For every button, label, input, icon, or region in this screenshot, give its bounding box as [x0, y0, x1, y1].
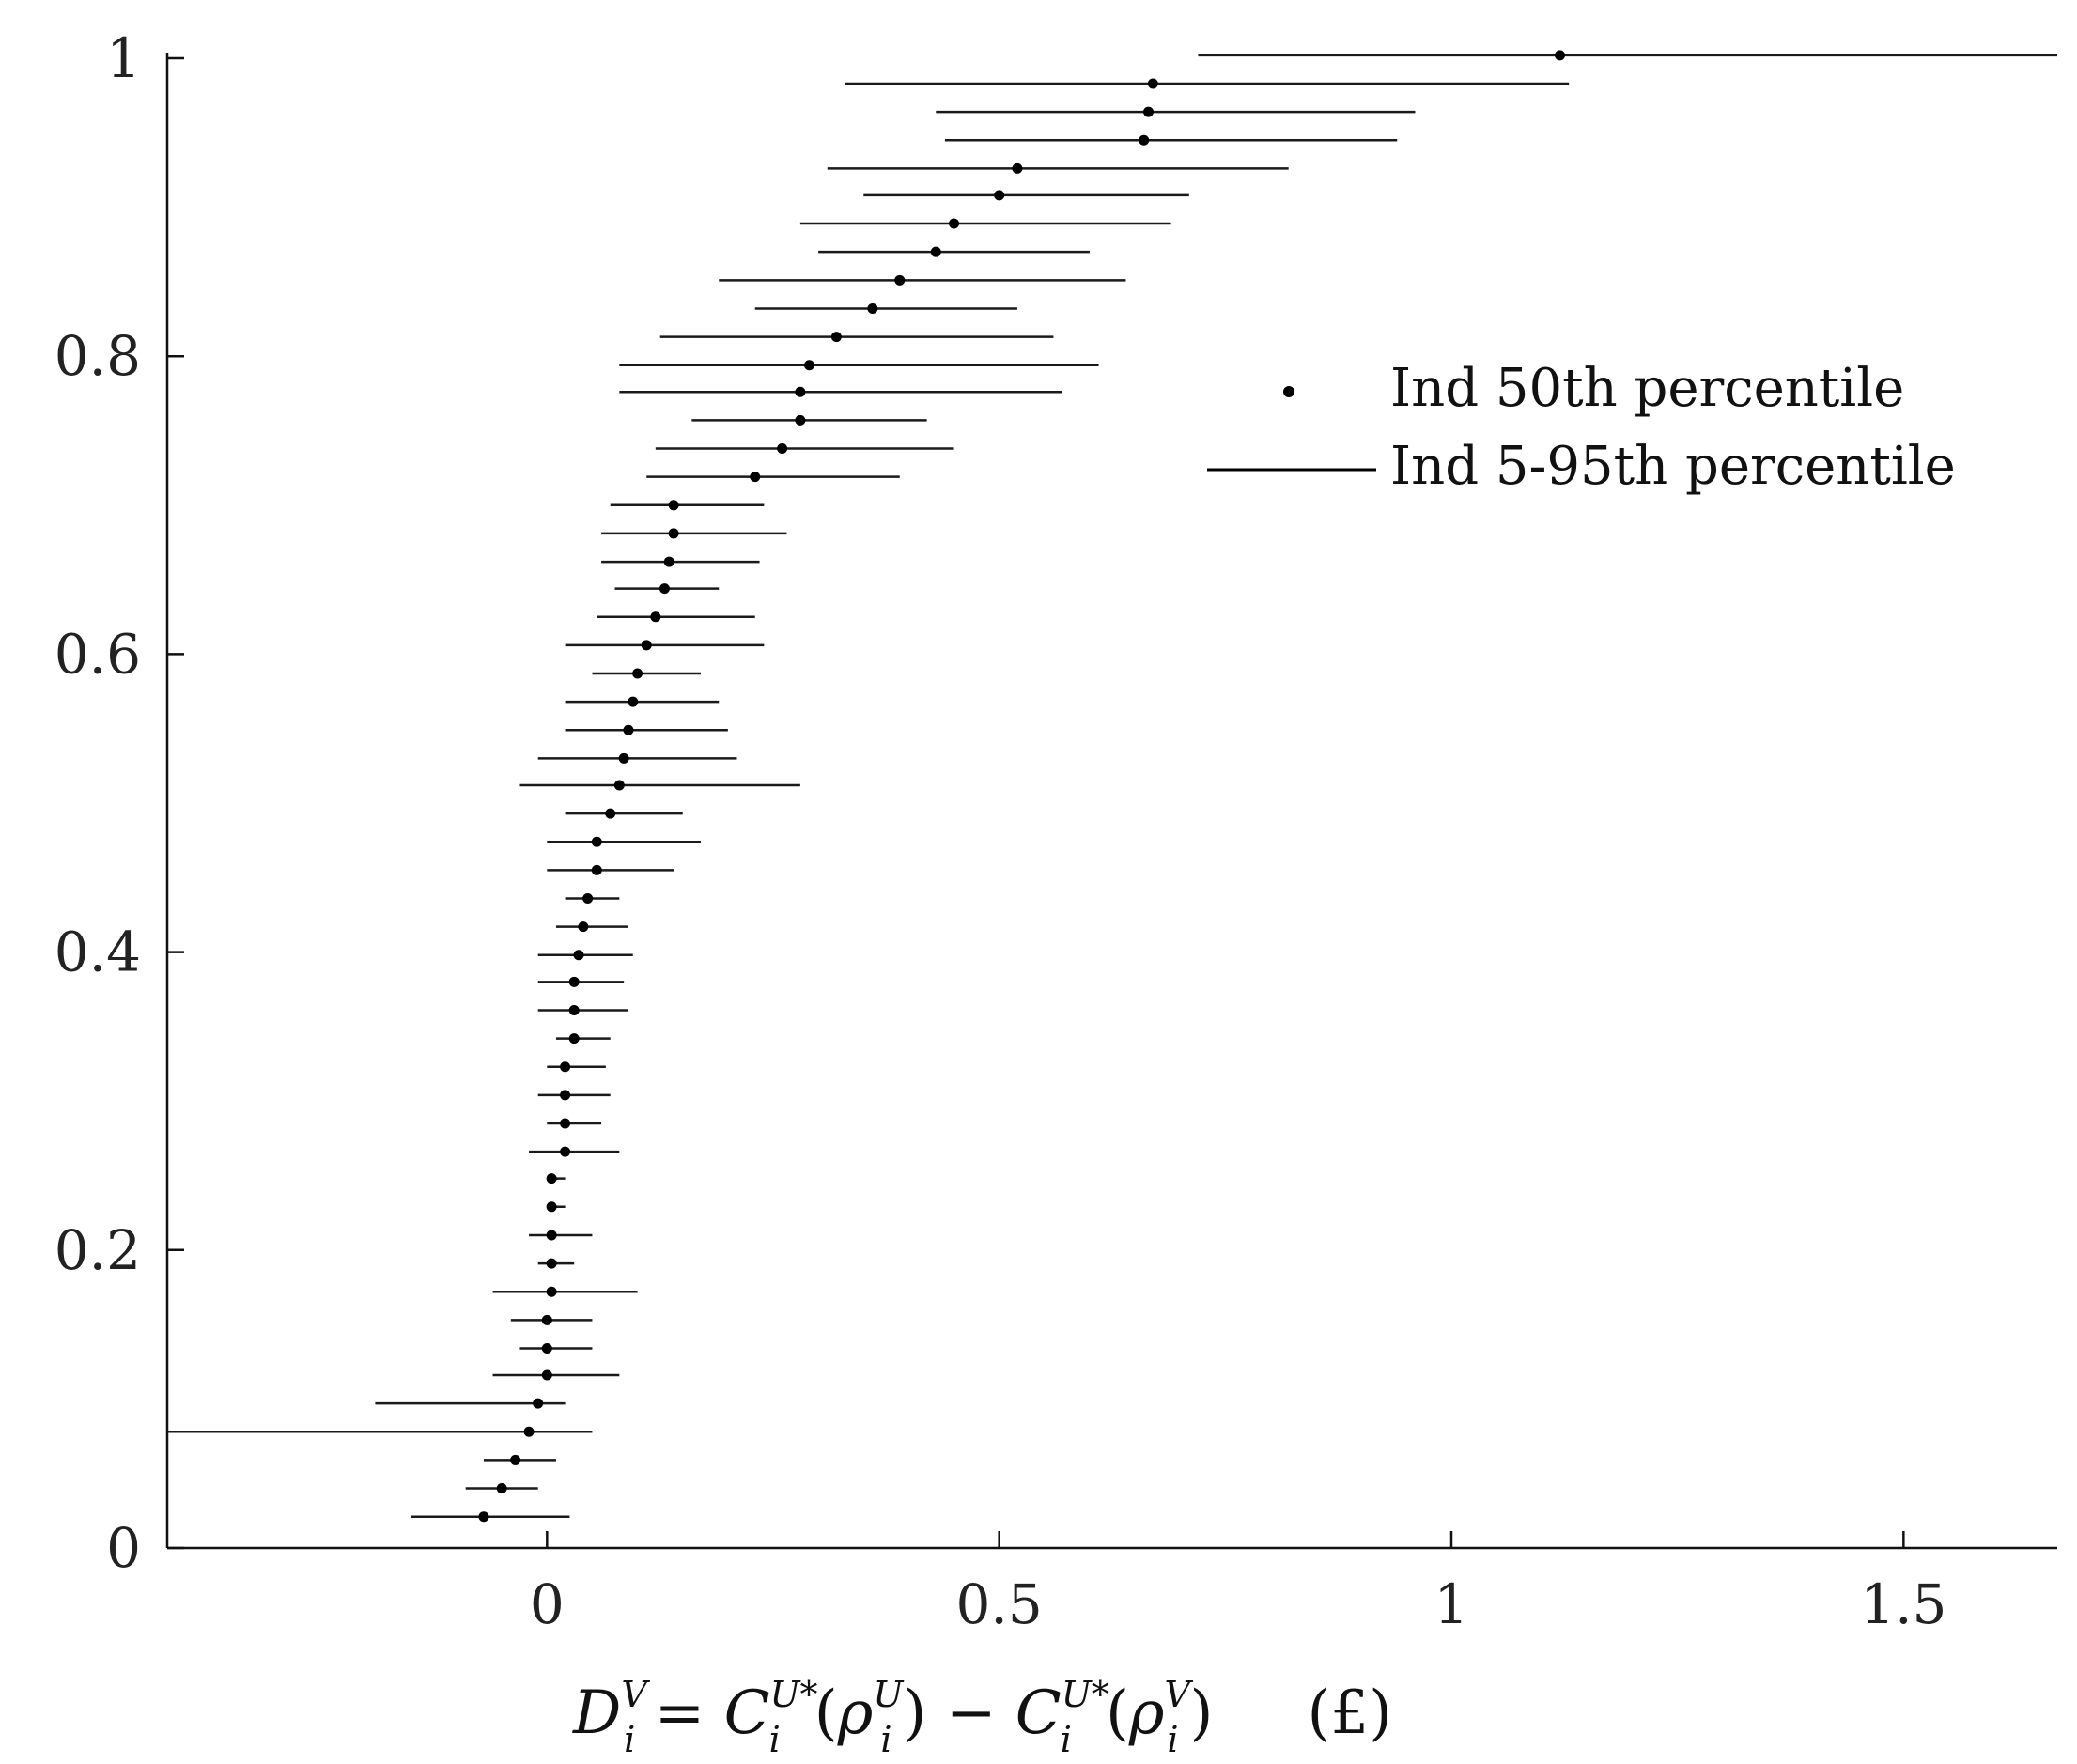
x-tick-label: 1	[1434, 1572, 1469, 1636]
x-axis-label: DV i = CU* i (ρU i) − CU* i (ρV i) (£)	[572, 1674, 1392, 1760]
xlabel-rho2-sub: i	[1167, 1719, 1178, 1760]
median-point	[628, 696, 639, 707]
xlabel-lhs-sub: i	[624, 1719, 635, 1760]
median-point	[510, 1454, 521, 1465]
median-point	[867, 302, 878, 314]
median-point	[496, 1483, 507, 1494]
xlabel-rho2-base: ρ	[1128, 1679, 1165, 1748]
median-point	[1012, 162, 1023, 174]
median-point	[546, 1258, 557, 1269]
ticks-layer: 0 0.2 0.4 0.6 0.8 1 0 0.5 1 1.5	[54, 26, 1947, 1636]
median-point	[546, 1173, 557, 1184]
x-tick-label: 0	[530, 1572, 565, 1636]
median-point	[546, 1286, 557, 1297]
xlabel-c2-base: C	[1015, 1679, 1062, 1748]
median-point	[668, 528, 679, 539]
legend-dot-marker	[1283, 386, 1294, 397]
legend-label-median: Ind 50th percentile	[1390, 358, 1904, 419]
median-point	[591, 836, 602, 847]
median-point	[1555, 50, 1566, 61]
y-tick-label: 0.8	[54, 324, 141, 388]
xlabel-c1-base: C	[724, 1679, 770, 1748]
xlabel-c1-sup: U*	[770, 1674, 818, 1715]
xlabel-minus: −	[926, 1679, 1015, 1748]
median-point	[591, 864, 602, 875]
median-point	[478, 1511, 489, 1523]
median-point	[949, 218, 960, 229]
median-point	[568, 1004, 580, 1015]
median-point	[632, 668, 643, 679]
median-point	[930, 246, 941, 257]
median-point	[560, 1061, 571, 1073]
median-point	[650, 611, 661, 623]
median-point	[613, 780, 625, 791]
median-point	[578, 921, 589, 933]
median-point	[560, 1146, 571, 1157]
legend-layer: Ind 50th percentile Ind 5-95th percentil…	[1207, 358, 1956, 497]
median-point	[523, 1426, 535, 1437]
xlabel-open1: (	[814, 1679, 838, 1748]
median-point	[560, 1090, 571, 1101]
median-point	[568, 976, 580, 987]
median-point	[1143, 106, 1155, 117]
median-point	[541, 1342, 552, 1354]
xlabel-eq: =	[635, 1679, 723, 1748]
median-point	[668, 500, 679, 511]
xlabel-c2-sub: i	[1061, 1719, 1072, 1760]
svg-text:DVi = CU*i(ρUi) − CU*i(ρVi)(£): DV i = CU* i (ρU i) − CU* i (ρV i) (£)	[572, 1674, 1392, 1760]
median-point	[641, 640, 652, 651]
median-point	[804, 360, 815, 371]
xlabel-rho1-sub: i	[880, 1719, 891, 1760]
x-tick-label: 0.5	[956, 1572, 1043, 1636]
median-point	[605, 808, 616, 819]
median-point	[546, 1230, 557, 1241]
axes-layer	[165, 53, 2057, 1550]
median-point	[750, 472, 761, 483]
xlabel-unit: (£)	[1307, 1679, 1392, 1748]
median-point	[623, 724, 634, 735]
median-point	[618, 752, 629, 764]
median-point	[560, 1118, 571, 1129]
xlabel-open2: (	[1106, 1679, 1129, 1748]
median-point	[994, 190, 1005, 201]
median-point	[795, 414, 806, 426]
xlabel-c1-sub: i	[769, 1719, 781, 1760]
median-point	[894, 274, 906, 286]
median-point	[1139, 134, 1150, 146]
median-point	[777, 443, 788, 455]
legend-label-range: Ind 5-95th percentile	[1390, 436, 1956, 497]
median-point	[573, 950, 584, 961]
xlabel-close2: )	[1189, 1679, 1213, 1748]
median-point	[830, 332, 842, 343]
median-point	[546, 1201, 557, 1213]
x-tick-label: 1.5	[1860, 1572, 1946, 1636]
median-point	[663, 556, 674, 567]
median-point	[1147, 78, 1158, 89]
y-tick-label: 0.6	[54, 622, 141, 686]
median-point	[568, 1033, 580, 1044]
y-tick-label: 0.2	[54, 1218, 141, 1282]
y-tick-label: 1	[106, 26, 141, 90]
marks-layer	[167, 50, 2057, 1523]
xlabel-lhs-sup: V	[621, 1674, 650, 1715]
xlabel-close1: )	[904, 1679, 927, 1748]
median-point	[582, 893, 594, 905]
y-tick-label: 0	[106, 1516, 141, 1580]
median-point	[795, 386, 806, 397]
median-point	[659, 583, 670, 595]
y-tick-label: 0.4	[54, 921, 141, 984]
median-point	[533, 1398, 544, 1409]
xlabel-c2-sup: U*	[1062, 1674, 1109, 1715]
median-point	[541, 1314, 552, 1325]
xlabel-rho2-sup: V	[1165, 1674, 1194, 1715]
xlabel-lhs-base: D	[572, 1679, 621, 1748]
xlabel-rho1-sup: U	[873, 1674, 905, 1715]
xlabel-rho1-base: ρ	[837, 1679, 874, 1748]
median-point	[541, 1369, 552, 1381]
